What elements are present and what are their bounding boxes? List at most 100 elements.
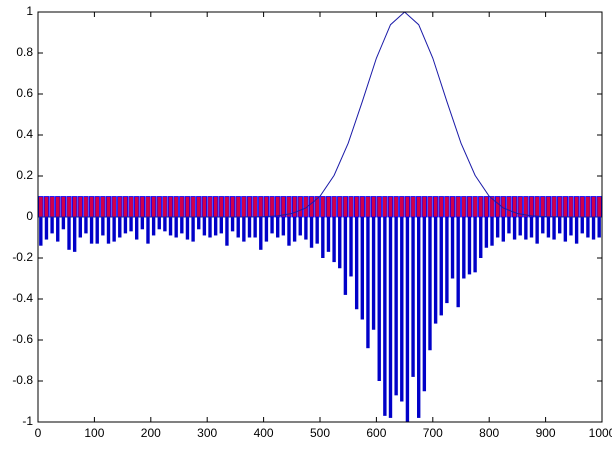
bar (163, 217, 167, 232)
bar (596, 196, 602, 218)
bar (433, 217, 438, 324)
bar (83, 196, 89, 218)
bar (416, 196, 422, 218)
x-tick-label: 500 (310, 426, 330, 440)
bar (88, 196, 95, 218)
x-tick-label: 400 (254, 426, 274, 440)
bar (371, 217, 376, 330)
bar (558, 217, 562, 234)
bar (129, 217, 133, 232)
bar (466, 196, 473, 218)
y-tick-label: 0 (26, 209, 33, 223)
x-tick-label: 900 (536, 426, 556, 440)
bar (43, 196, 50, 218)
bar (207, 196, 213, 218)
bar (529, 217, 534, 238)
y-tick-label: -0.4 (12, 291, 33, 305)
bar (315, 217, 319, 244)
bar (366, 217, 370, 349)
bar (462, 217, 466, 279)
bar (123, 217, 128, 234)
bar (105, 196, 112, 218)
bar (208, 217, 212, 238)
bar (321, 217, 325, 258)
x-tick-label: 1000 (589, 426, 612, 440)
bar (150, 196, 157, 218)
bar (252, 196, 258, 218)
bar (140, 217, 145, 230)
bar (202, 217, 207, 236)
y-tick-label: 0.8 (16, 45, 33, 59)
bar (117, 196, 123, 218)
bar (506, 196, 512, 218)
bar (84, 217, 88, 234)
bar (60, 196, 67, 218)
bar (590, 196, 597, 218)
bar (428, 217, 432, 351)
bar (568, 196, 574, 218)
bar (427, 196, 433, 218)
bar (546, 217, 551, 238)
bar (404, 196, 411, 218)
bar (106, 217, 111, 244)
bar (511, 196, 518, 218)
bar (523, 196, 529, 218)
bar (349, 217, 353, 277)
bar (393, 196, 399, 218)
bar (338, 217, 342, 269)
bar (376, 196, 382, 218)
x-tick-label: 200 (141, 426, 161, 440)
bar (77, 196, 83, 218)
y-tick-label: 0.2 (16, 168, 33, 182)
bar (213, 217, 218, 236)
bar (421, 196, 427, 218)
bar (417, 217, 421, 418)
bar (168, 217, 173, 236)
bar (146, 217, 150, 244)
bar (49, 196, 55, 218)
bar (365, 196, 371, 218)
bar (370, 196, 377, 218)
bar (201, 196, 208, 218)
bar (438, 196, 444, 218)
bar (167, 196, 174, 218)
bar (377, 217, 381, 381)
bar (455, 196, 461, 218)
bar (101, 217, 105, 236)
bar (247, 217, 252, 238)
bar (524, 217, 528, 240)
x-tick-label: 700 (423, 426, 443, 440)
bar (449, 196, 456, 218)
bar (484, 217, 489, 248)
bar (242, 217, 246, 242)
x-tick-label: 100 (84, 426, 104, 440)
bar (472, 196, 478, 218)
bar (399, 196, 405, 218)
y-tick-label: 0.4 (16, 127, 33, 141)
bar (185, 217, 190, 240)
bar (276, 217, 280, 238)
bar (495, 196, 501, 218)
bar (343, 217, 348, 295)
bar (354, 196, 360, 218)
bar (563, 217, 568, 242)
bar (387, 196, 394, 218)
y-tick-label: -0.8 (12, 373, 33, 387)
y-tick-label: 1 (26, 4, 33, 18)
bar (405, 217, 410, 422)
bar (478, 196, 484, 218)
bar (348, 196, 354, 218)
bar (67, 217, 71, 250)
bar (235, 196, 241, 218)
bar (450, 217, 455, 279)
bar (95, 217, 99, 244)
bar (156, 196, 162, 218)
y-tick-label: 0.6 (16, 86, 33, 100)
bar (483, 196, 490, 218)
bar (50, 217, 54, 234)
bar (246, 196, 253, 218)
axes-box (37, 11, 603, 423)
bar (456, 217, 460, 308)
bar (61, 217, 66, 230)
